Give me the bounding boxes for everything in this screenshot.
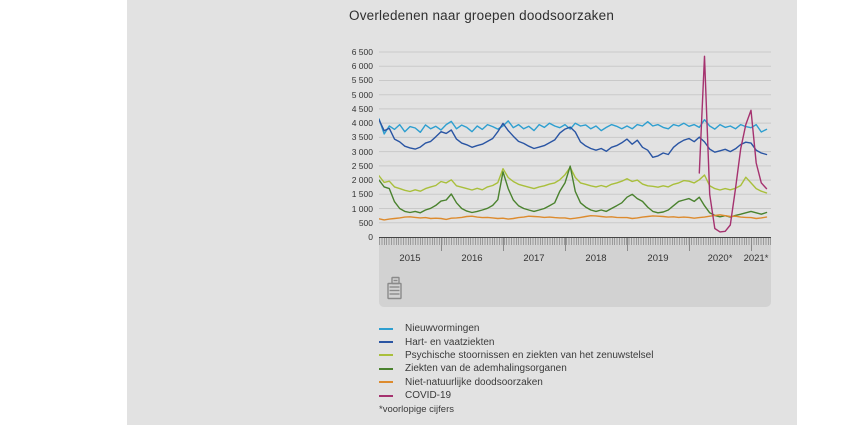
y-axis-label: 1 500 [351,189,373,200]
y-axis-label: 5 500 [351,75,373,86]
x-axis-label: 2020* [707,253,733,264]
minor-tick-strip [379,238,771,245]
legend-label: Niet-natuurlijke doodsoorzaken [405,376,543,388]
year-separator-tick [503,238,504,251]
x-axis-label: 2017 [523,253,545,264]
x-axis-label: 2015 [399,253,421,264]
x-axis-label: 2021* [743,253,769,264]
y-axis-label: 2 500 [351,160,373,171]
year-separator-tick [689,238,690,251]
y-axis-label: 2 000 [351,175,373,186]
legend-item: Niet-natuurlijke doodsoorzaken [379,376,653,389]
legend-label: Hart- en vaatziekten [405,336,495,348]
y-axis-label: 4 500 [351,103,373,114]
year-separator-tick [565,238,566,251]
chart-legend: Nieuwvormingen Hart- en vaatziekten Psychi… [379,322,653,402]
year-separator-tick [441,238,442,251]
y-axis-label: 0 [368,232,373,242]
series-line [379,118,768,159]
legend-item: Hart- en vaatziekten [379,335,653,348]
legend-item: COVID-19 [379,389,653,402]
legend-swatch [379,341,393,344]
series-line [379,214,768,221]
y-axis-label: 3 500 [351,132,373,143]
x-axis-label: 2018 [585,253,607,264]
legend-swatch [379,381,393,384]
chart-plot[interactable] [379,45,771,238]
legend-label: Nieuwvormingen [405,323,480,335]
x-axis-band: 2015 2016 2017 2018 2019 2020* 2021* [379,237,771,307]
y-axis-label: 500 [358,217,373,228]
y-axis-label: 1 000 [351,203,373,214]
data-table-icon[interactable] [384,276,406,302]
x-axis-label: 2019 [647,253,669,264]
y-axis-label: 5 000 [351,89,373,100]
legend-label: Psychische stoornissen en ziekten van he… [405,349,654,361]
y-axis-label: 6 500 [351,47,373,57]
series-line [379,166,768,194]
y-axis-label: 3 000 [351,146,373,157]
legend-label: COVID-19 [405,390,452,402]
y-axis-label: 4 000 [351,118,373,129]
legend-item: Ziekten van de ademhalingsorganen [379,362,653,375]
legend-swatch [379,367,393,370]
legend-label: Ziekten van de ademhalingsorganen [405,363,567,375]
legend-item: Psychische stoornissen en ziekten van he… [379,349,653,362]
x-axis-label: 2016 [461,253,483,264]
chart-title: Overledenen naar groepen doodsoorzaken [349,8,615,23]
year-separator-tick [627,238,628,251]
y-axis-label: 6 000 [351,61,373,72]
footnote: *voorlopige cijfers [379,404,454,415]
legend-swatch [379,354,393,357]
content-panel: Overledenen naar groepen doodsoorzaken 6… [127,0,797,425]
series-line [379,165,768,218]
legend-item: Nieuwvormingen [379,322,653,335]
legend-swatch [379,394,393,397]
series-line [379,118,768,135]
series-line [698,55,768,233]
year-separator-tick [751,238,752,251]
legend-swatch [379,327,393,330]
